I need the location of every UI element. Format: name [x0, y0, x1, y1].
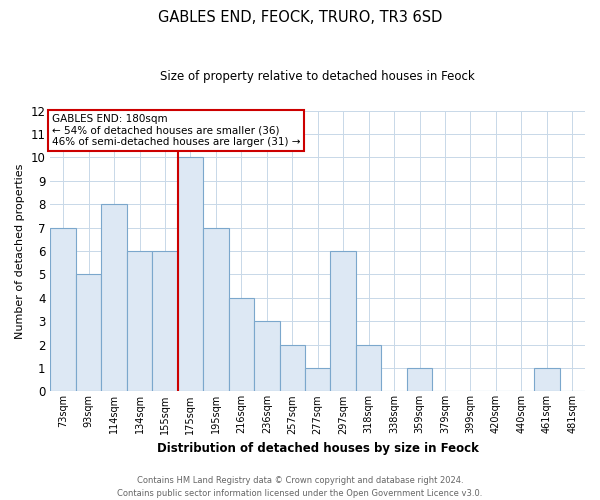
Bar	[101, 204, 127, 392]
Bar	[127, 251, 152, 392]
Text: GABLES END: 180sqm
← 54% of detached houses are smaller (36)
46% of semi-detache: GABLES END: 180sqm ← 54% of detached hou…	[52, 114, 300, 148]
Bar	[152, 251, 178, 392]
Text: Contains HM Land Registry data © Crown copyright and database right 2024.
Contai: Contains HM Land Registry data © Crown c…	[118, 476, 482, 498]
Title: Size of property relative to detached houses in Feock: Size of property relative to detached ho…	[160, 70, 475, 83]
Y-axis label: Number of detached properties: Number of detached properties	[15, 164, 25, 338]
Bar	[76, 274, 101, 392]
X-axis label: Distribution of detached houses by size in Feock: Distribution of detached houses by size …	[157, 442, 479, 455]
Bar	[280, 344, 305, 392]
Bar	[331, 251, 356, 392]
Bar	[203, 228, 229, 392]
Bar	[178, 158, 203, 392]
Bar	[407, 368, 432, 392]
Bar	[356, 344, 382, 392]
Bar	[534, 368, 560, 392]
Bar	[50, 228, 76, 392]
Bar	[254, 321, 280, 392]
Text: GABLES END, FEOCK, TRURO, TR3 6SD: GABLES END, FEOCK, TRURO, TR3 6SD	[158, 10, 442, 25]
Bar	[305, 368, 331, 392]
Bar	[229, 298, 254, 392]
